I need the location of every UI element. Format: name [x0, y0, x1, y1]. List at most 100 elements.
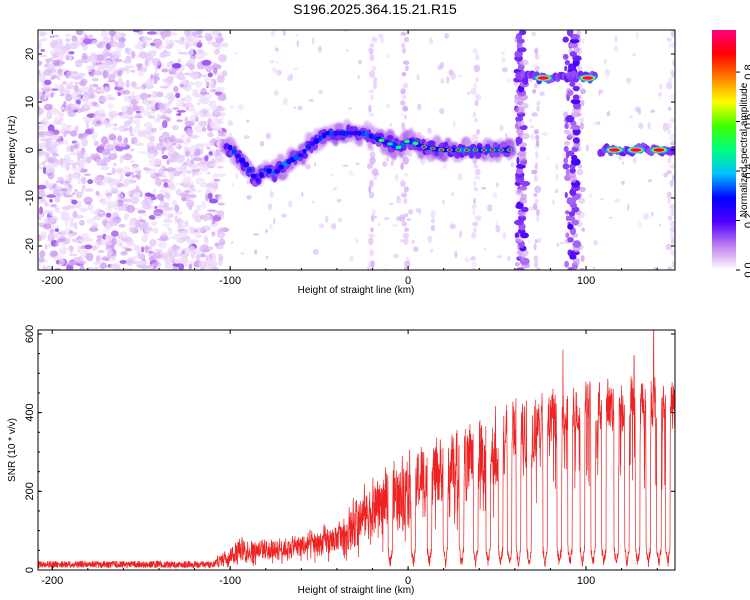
spectrogram-blob [669, 163, 675, 169]
spectrogram-blob [179, 192, 189, 198]
spectrogram-blob [159, 115, 168, 120]
spectrogram-blob [161, 68, 169, 73]
spectrogram-blob [152, 188, 157, 195]
spectrogram-blob [667, 197, 671, 204]
spectrogram-blob [400, 31, 407, 36]
spectrogram-blob [104, 86, 109, 93]
spectrogram-blob [572, 137, 580, 144]
spectrogram-blob [519, 146, 527, 152]
spectrogram-blob [412, 246, 419, 252]
spectrogram-blob [129, 125, 133, 134]
spectrogram-blob [80, 152, 84, 159]
spectrogram-blob [120, 250, 128, 256]
spectrogram-blob [91, 77, 99, 82]
spectrogram-blob [133, 105, 141, 112]
spectrogram-blob [94, 267, 98, 270]
spectrogram-blob [534, 185, 542, 194]
spectrogram-blob [667, 215, 673, 221]
spectrogram-blob [150, 195, 157, 201]
spectrogram-blob [117, 76, 123, 82]
spectrogram-blob [44, 203, 50, 207]
spectrogram-blob [109, 263, 116, 269]
spectrogram-blob [317, 45, 323, 53]
spectrogram-blob [606, 111, 611, 117]
spectrogram-blob [563, 129, 570, 135]
spectrogram-blob [154, 65, 159, 72]
spectrogram-blob [65, 38, 71, 42]
spectrogram-blob [129, 133, 134, 137]
spectrogram-blob [200, 110, 204, 119]
spectrogram-blob [187, 103, 195, 113]
spectrogram-blob [153, 75, 158, 85]
spectrogram-blob [569, 50, 578, 58]
spectrogram-blob [369, 267, 375, 270]
spectrogram-blob [39, 31, 46, 37]
spectrogram-blob [447, 148, 452, 152]
spectrogram-blob [471, 133, 479, 142]
snr-x-axis-label: Height of straight line (km) [298, 585, 415, 596]
spectrogram-blob [171, 63, 182, 69]
spectrogram-blob [80, 188, 85, 194]
spectrogram-blob [122, 153, 133, 161]
spectrogram-blob [39, 206, 43, 215]
spectrogram-blob [472, 111, 477, 118]
spectrogram-blob [160, 213, 167, 216]
spectrogram-blob [632, 157, 637, 164]
spectrogram-blob [149, 135, 156, 143]
spectrogram-blob [578, 117, 585, 123]
spectrogram-blob [672, 58, 675, 67]
spectrogram-blob [217, 253, 223, 258]
spectrogram-blob [148, 168, 158, 172]
spectrogram-blob [56, 38, 63, 43]
spectrogram-blob [630, 148, 642, 152]
spectrogram-blob [134, 43, 142, 50]
spectrogram-blob [669, 141, 675, 146]
spectrogram-blob [514, 236, 524, 243]
spectrogram-blob [519, 102, 529, 109]
spectrogram-blob [533, 255, 539, 262]
spectrogram-blob [622, 161, 625, 165]
spectrogram-blob [428, 37, 434, 45]
spectrogram-blob [62, 80, 67, 85]
spectrogram-blob [528, 118, 533, 123]
spectrogram-blob [111, 230, 119, 237]
spectrogram-blob [369, 248, 375, 257]
spectrogram-blob [119, 242, 124, 247]
spectrogram-blob [175, 92, 181, 99]
spectrogram-blob [142, 35, 149, 43]
spectrogram-blob [459, 230, 463, 238]
spectrogram-blob [165, 108, 173, 115]
spectrogram-blob [111, 187, 119, 193]
spectrogram-blob [131, 227, 136, 235]
colorbar-tick-label: 0.8 [743, 64, 750, 79]
spectrogram-blob [569, 81, 576, 87]
colorbar-ticks: 0.0 0.2 0.4 0.6 0.8 [736, 64, 750, 278]
spectrogram-blob [89, 53, 97, 61]
spectrogram-blob [532, 89, 537, 94]
spectrogram-blob [474, 175, 481, 180]
spectrogram-blob [130, 148, 135, 152]
spectrogram-blob [71, 35, 78, 43]
spectrogram-blob [672, 174, 675, 182]
spectrogram-blob [76, 158, 83, 167]
spectrogram-blob [442, 199, 445, 205]
spectrogram-blob [318, 223, 325, 229]
spectrogram-blob [563, 145, 569, 153]
spectrogram-blob [379, 36, 385, 44]
spectrogram-blob [537, 237, 542, 244]
spectrogram-blob [91, 131, 98, 140]
spectrogram-blob [47, 63, 54, 68]
spectrogram-blob [42, 86, 51, 89]
spectrogram-blob [371, 36, 378, 43]
spectrogram-blob [321, 132, 327, 139]
spectrogram-blob [515, 32, 522, 41]
spectrogram-blob [483, 247, 487, 250]
spectrogram-blob [153, 260, 162, 269]
spectrogram-blob [670, 208, 675, 217]
spectrogram-blob [340, 130, 348, 137]
spectrogram-blob [99, 143, 106, 148]
spectrogram-blob [74, 81, 81, 85]
spectrogram-blob [493, 147, 500, 153]
spectrogram-blob [40, 231, 47, 240]
spectrogram-blob [190, 239, 200, 243]
